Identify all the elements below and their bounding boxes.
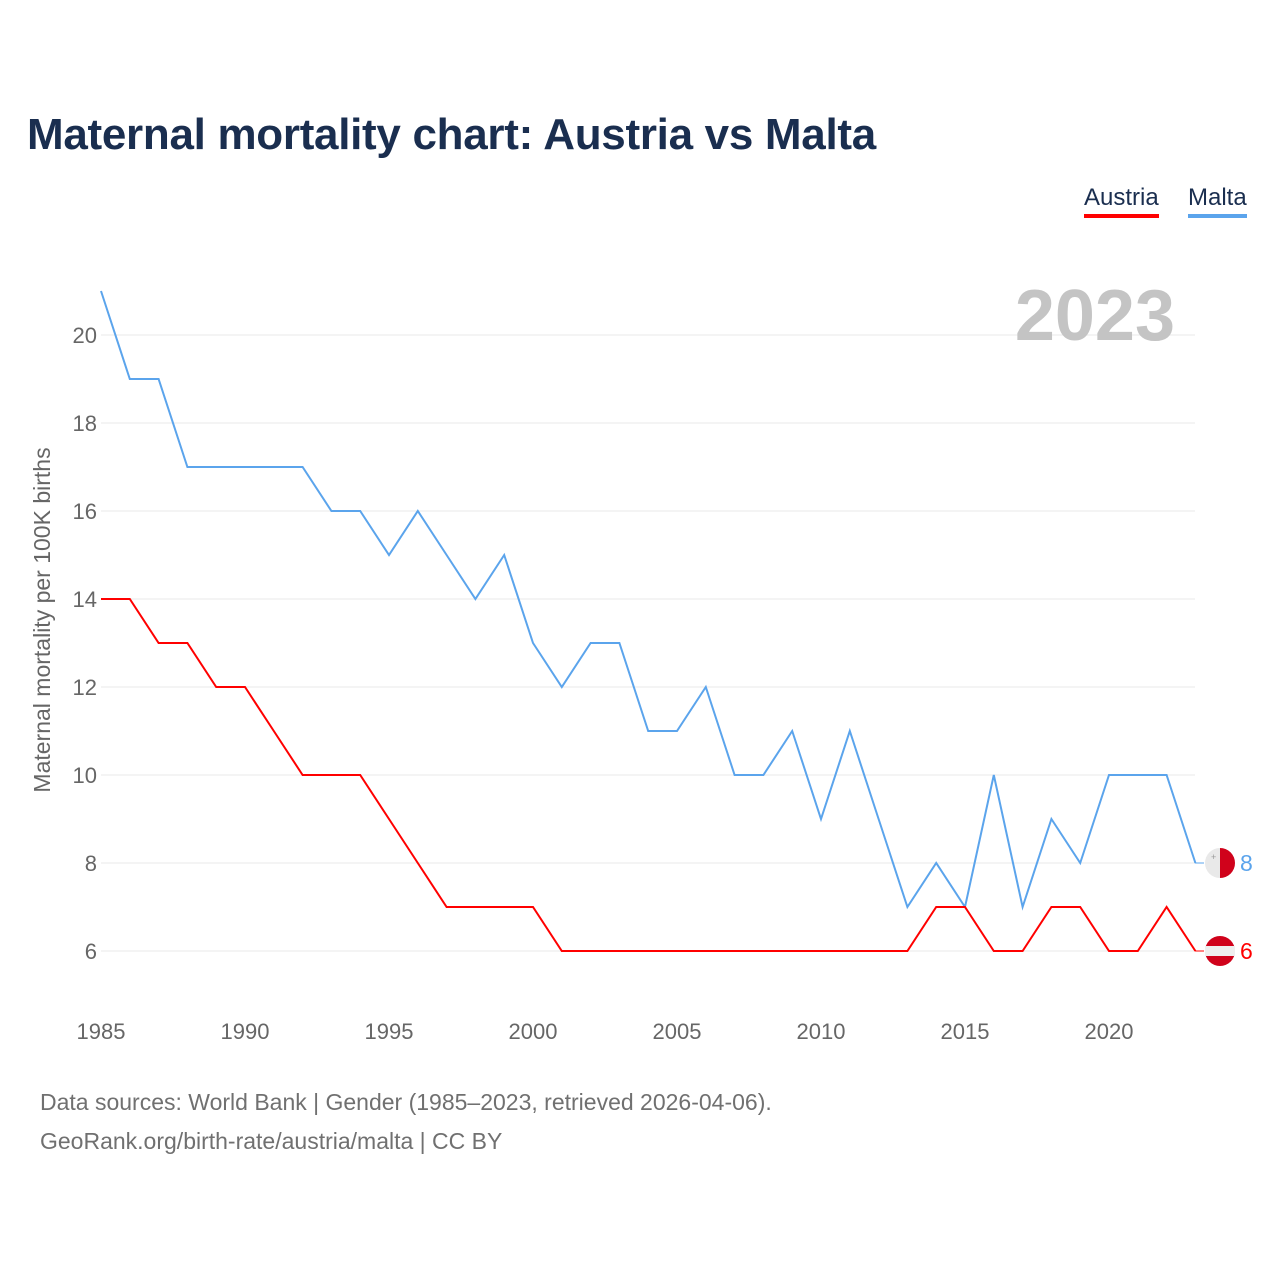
legend-austria[interactable]: Austria [1084,184,1159,218]
flag-red [1220,848,1235,878]
legend-malta[interactable]: Malta [1188,184,1247,218]
y-tick-label: 18 [73,411,97,436]
x-tick-label: 1985 [77,1019,126,1044]
x-tick-label: 2015 [941,1019,990,1044]
y-tick-label: 12 [73,675,97,700]
y-tick-label: 20 [73,323,97,348]
y-tick-label: 8 [85,851,97,876]
x-tick-label: 2005 [653,1019,702,1044]
x-tick-label: 2020 [1085,1019,1134,1044]
y-tick-label: 10 [73,763,97,788]
series-line-malta [100,290,1197,911]
end-value-austria: 6 [1240,938,1253,964]
end-value-malta: 8 [1240,850,1253,876]
x-tick-label: 1990 [221,1019,270,1044]
y-axis-label: Maternal mortality per 100K births [29,447,55,792]
y-tick-label: 6 [85,939,97,964]
x-tick-label: 2010 [797,1019,846,1044]
austria-flag-icon [1205,936,1235,966]
x-tick-label: 2000 [509,1019,558,1044]
source-line-1: Data sources: World Bank | Gender (1985–… [40,1089,772,1115]
flag-cross: + [1211,852,1216,862]
year-label: 2023 [1015,276,1175,356]
y-tick-label: 16 [73,499,97,524]
malta-flag-icon: + [1205,848,1235,878]
series-line-austria [101,598,1197,952]
flag-white [1205,946,1235,956]
y-tick-label: 14 [73,587,97,612]
chart-title: Maternal mortality chart: Austria vs Mal… [27,110,876,159]
source-line-2[interactable]: GeoRank.org/birth-rate/austria/malta | C… [40,1128,503,1154]
x-tick-label: 1995 [365,1019,414,1044]
